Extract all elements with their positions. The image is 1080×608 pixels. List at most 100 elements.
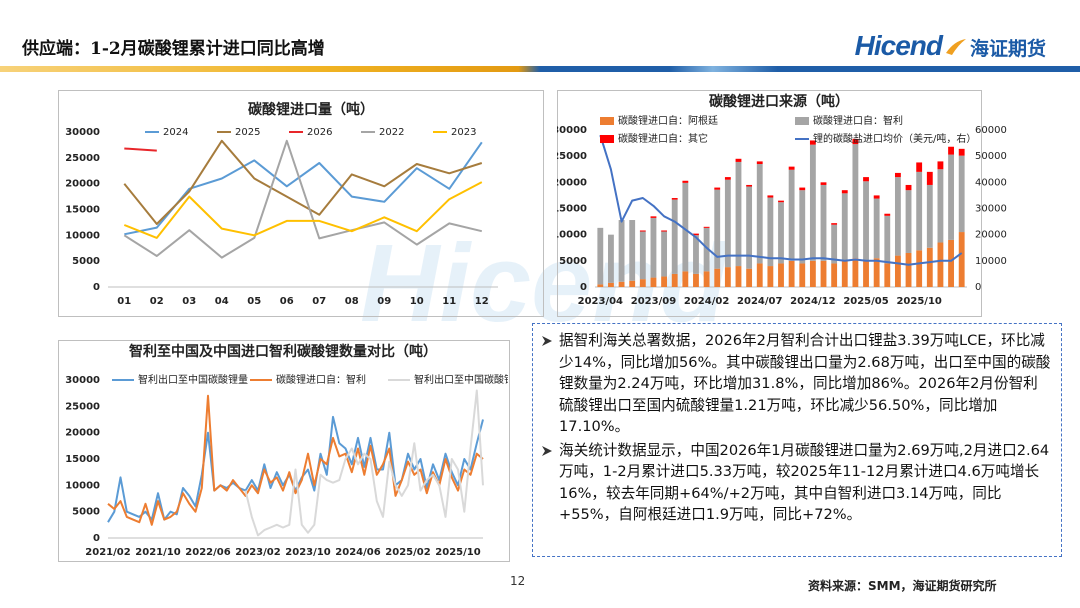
legend-label: 智利出口至中国碳酸锂量: [138, 373, 248, 386]
bar: [767, 195, 774, 198]
bar: [799, 263, 806, 287]
bar: [884, 215, 891, 264]
bar: [671, 198, 678, 200]
y-tick-label: 25000: [557, 151, 587, 162]
x-tick-label: 2025/05: [843, 296, 888, 307]
bar: [905, 252, 912, 287]
x-tick-label: 2022/06: [185, 547, 230, 558]
x-tick-label: 2024/02: [684, 296, 729, 307]
bar: [714, 268, 721, 287]
chart-frame: [557, 90, 982, 317]
bar: [661, 230, 668, 232]
x-tick-label: 05: [247, 296, 261, 307]
legend-label: 2025: [235, 127, 260, 138]
y-tick-label: 15000: [557, 204, 587, 215]
x-tick-label: 09: [377, 296, 391, 307]
legend-label: 2026: [307, 127, 332, 138]
bar: [788, 260, 795, 287]
bar: [778, 263, 784, 287]
bar: [671, 273, 678, 287]
bar: [661, 231, 668, 277]
chart-title: 碳酸锂进口来源（吨）: [709, 93, 849, 110]
note-text: 海关统计数据显示，中国2026年1月碳酸锂进口量为2.69万吨,2月进口2.64…: [559, 441, 1050, 524]
bar: [693, 233, 699, 236]
bar: [894, 177, 901, 256]
bar: [703, 271, 710, 287]
logo-swoosh: [945, 39, 966, 55]
y2-tick-label: 0: [975, 282, 981, 293]
bar: [639, 279, 646, 287]
x-tick-label: 06: [280, 296, 294, 307]
y-tick-label: 15000: [65, 454, 100, 465]
line-series: [124, 141, 483, 236]
y-tick-label: 25000: [65, 401, 100, 412]
bar: [608, 282, 614, 287]
bar: [926, 247, 933, 287]
legend-swatch: [600, 117, 614, 125]
bar: [788, 166, 795, 170]
y-tick-label: 30000: [557, 125, 587, 136]
bar: [682, 180, 689, 183]
bar: [926, 184, 933, 248]
bar: [693, 273, 699, 287]
line-series: [599, 134, 963, 266]
bar: [597, 227, 604, 285]
y-tick-label: 20000: [557, 177, 587, 188]
bar: [778, 200, 784, 203]
bar: [937, 169, 944, 243]
bar: [629, 280, 636, 287]
y2-tick-label: 60000: [975, 125, 1007, 136]
x-tick-label: 10: [410, 296, 424, 307]
x-tick-label: 2025/02: [385, 547, 430, 558]
y-tick-label: 30000: [65, 375, 100, 386]
x-tick-label: 2024/12: [790, 296, 835, 307]
bar: [693, 235, 699, 274]
line-series: [124, 147, 157, 152]
page-number: 12: [510, 574, 526, 588]
bullet: [542, 445, 552, 456]
bar: [916, 171, 923, 251]
bar: [831, 224, 838, 264]
bar: [809, 140, 816, 145]
chart: 智利至中国及中国进口智利碳酸锂数量对比（吨） 0 5000 10000 15000 200…: [65, 343, 508, 558]
x-tick-label: 2024/07: [737, 296, 782, 307]
bar: [724, 177, 731, 180]
legend-label: 智利出口至中国碳酸锂量: [414, 373, 508, 386]
bar: [756, 263, 763, 287]
bar: [958, 155, 965, 233]
y-tick-label: 25000: [65, 153, 100, 164]
bar: [756, 164, 763, 264]
bar: [948, 154, 954, 240]
header-stripe: [0, 66, 1080, 72]
legend-label: 2022: [379, 127, 404, 138]
legend-label: 碳酸锂进口自：智利: [276, 373, 366, 386]
logo-name: 海证期货: [969, 38, 1046, 60]
legend-swatch: [600, 135, 614, 143]
line-series: [123, 139, 483, 259]
bar: [937, 242, 944, 287]
y2-tick-label: 30000: [975, 204, 1007, 215]
bar: [661, 276, 668, 287]
bullet: [542, 336, 552, 346]
bar: [852, 258, 859, 287]
bar: [809, 260, 816, 287]
bar: [948, 146, 954, 155]
bar: [948, 239, 954, 287]
y-tick-label: 20000: [65, 179, 100, 190]
logo: Hicend 海证期货: [855, 30, 1046, 62]
x-tick-label: 04: [215, 296, 229, 307]
bar: [629, 220, 636, 281]
bar: [682, 182, 689, 272]
bar: [809, 144, 816, 261]
note-text: 据智利海关总署数据，2026年2月智利合计出口锂盐3.39万吨LCE，环比减少1…: [559, 332, 1051, 435]
x-tick-label: 08: [345, 296, 359, 307]
bar: [863, 181, 869, 261]
bar: [724, 267, 731, 287]
bar: [735, 158, 742, 162]
bar: [597, 284, 604, 287]
bar: [820, 184, 827, 261]
x-tick-label: 2023/10: [285, 547, 330, 558]
y-tick-label: 20000: [65, 428, 100, 439]
bar: [820, 260, 827, 287]
